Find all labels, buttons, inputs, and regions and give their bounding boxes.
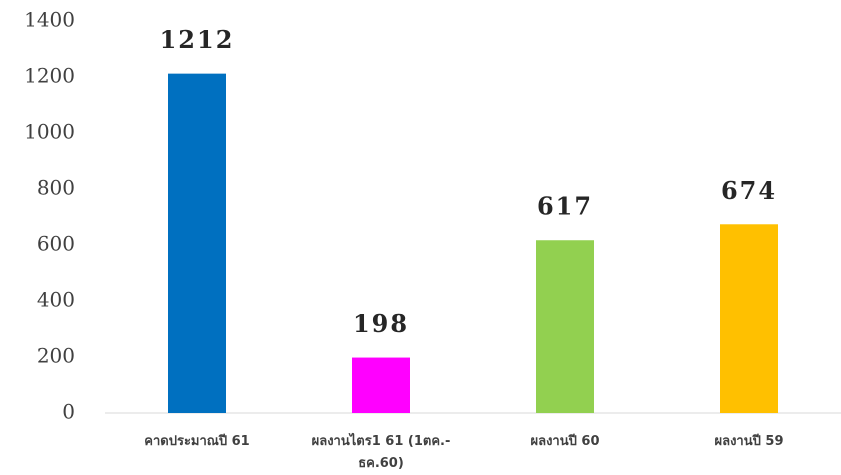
y-tick-label: 1200 — [24, 64, 75, 88]
x-tick-label: คาดประมาณปี 61 — [144, 434, 250, 449]
bar — [536, 240, 594, 413]
value-label: 198 — [353, 309, 409, 338]
value-label: 674 — [721, 176, 777, 205]
y-tick-label: 400 — [37, 288, 75, 312]
x-tick-label: ผลงานปี 60 — [530, 434, 600, 449]
value-label: 1212 — [160, 25, 235, 54]
y-tick-label: 1400 — [24, 8, 75, 32]
value-label: 617 — [537, 192, 593, 221]
bar — [352, 357, 410, 413]
y-tick-label: 0 — [62, 400, 75, 424]
bar — [168, 73, 226, 413]
x-tick-label: ผลงานปี 59 — [714, 434, 784, 449]
y-tick-label: 800 — [37, 176, 75, 200]
y-tick-label: 200 — [37, 344, 75, 368]
y-tick-label: 600 — [37, 232, 75, 256]
x-tick-label: ผลงานไตร1 61 (1ตค.-ธค.60) — [311, 434, 451, 471]
bar — [720, 224, 778, 413]
y-tick-label: 1000 — [24, 120, 75, 144]
